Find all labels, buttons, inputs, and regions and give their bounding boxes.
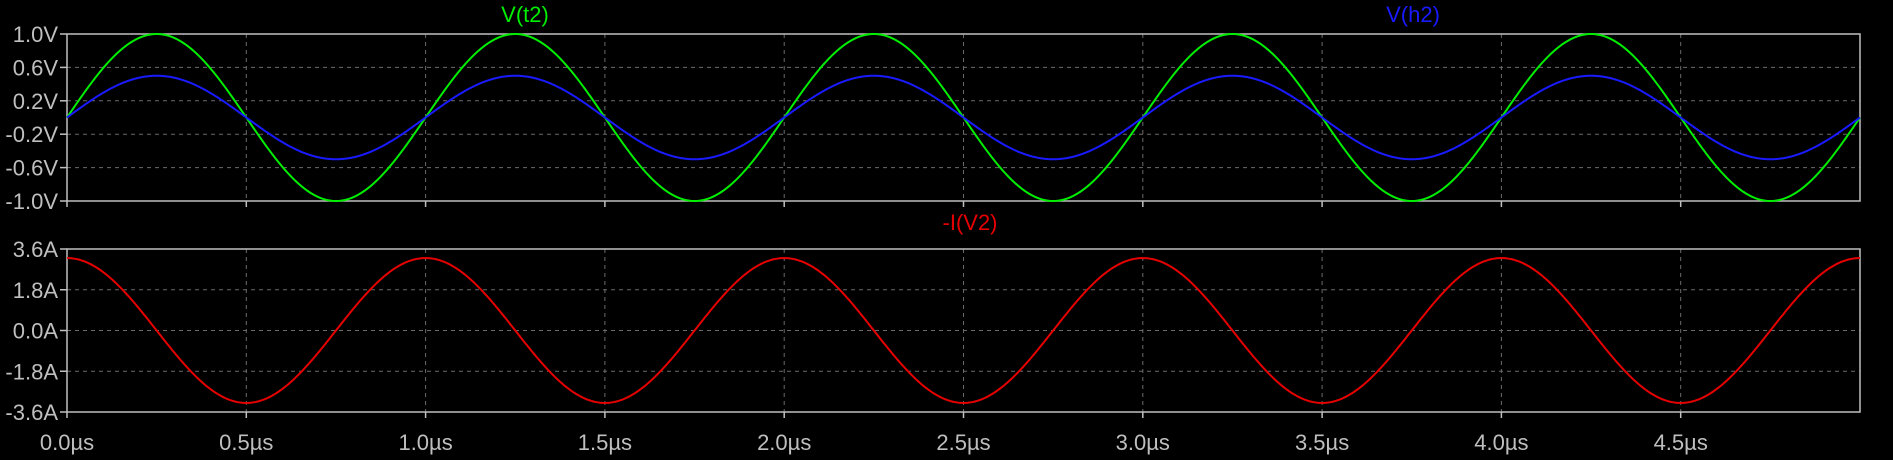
current-y-tick-label: -3.6A	[5, 400, 58, 425]
voltage-pane[interactable]: 1.0V 0.6V 0.2V -0.2V -0.6V -1.0V V(t2) V(h2)	[5, 2, 1861, 214]
voltage-legend-label[interactable]: V(t2)	[501, 2, 549, 27]
current-pane[interactable]: 3.6A 1.8A 0.0A -1.8A -3.6A -I(V2)	[5, 210, 1861, 425]
x-tick-label: 2.0µs	[757, 430, 811, 455]
current-y-tick-label: 0.0A	[13, 319, 59, 344]
voltage-trace-2[interactable]	[66, 74, 1861, 161]
current-pane-legend: -I(V2)	[943, 210, 998, 235]
x-tick-label: 2.5µs	[936, 430, 990, 455]
voltage-pane-grid	[67, 34, 1860, 201]
current-y-tick-label: -1.8A	[5, 359, 58, 384]
current-legend-label[interactable]: -I(V2)	[943, 210, 998, 235]
voltage-pane-traces	[66, 33, 1861, 202]
x-tick-label: 1.5µs	[578, 430, 632, 455]
current-pane-ticks: 3.6A 1.8A 0.0A -1.8A -3.6A	[5, 237, 1682, 425]
x-tick-label: 1.0µs	[398, 430, 452, 455]
voltage-y-tick-label: 0.6V	[13, 55, 59, 80]
time-axis: 0.0µs 0.5µs 1.0µs 1.5µs 2.0µs 2.5µs 3.0µs 3.5µs…	[40, 430, 1708, 455]
x-tick-label: 3.5µs	[1295, 430, 1349, 455]
x-tick-label: 4.0µs	[1474, 430, 1528, 455]
x-tick-label: 4.5µs	[1654, 430, 1708, 455]
x-tick-label: 0.0µs	[40, 430, 94, 455]
voltage-y-tick-label: -0.2V	[5, 122, 58, 147]
x-tick-label: 0.5µs	[219, 430, 273, 455]
voltage-y-tick-label: 1.0V	[13, 22, 59, 47]
voltage-pane-legend: V(t2) V(h2)	[501, 2, 1440, 27]
voltage-y-tick-label: -0.6V	[5, 156, 58, 181]
x-tick-label: 3.0µs	[1116, 430, 1170, 455]
voltage-legend-label[interactable]: V(h2)	[1386, 2, 1440, 27]
current-pane-grid	[67, 249, 1860, 412]
current-y-tick-label: 1.8A	[13, 278, 59, 303]
current-y-tick-label: 3.6A	[13, 237, 59, 262]
voltage-pane-ticks: 1.0V 0.6V 0.2V -0.2V -0.6V -1.0V	[5, 22, 1682, 214]
voltage-y-tick-label: -1.0V	[5, 189, 58, 214]
voltage-y-tick-label: 0.2V	[13, 89, 59, 114]
current-pane-traces	[66, 257, 1861, 404]
current-trace-1[interactable]	[66, 257, 1861, 404]
